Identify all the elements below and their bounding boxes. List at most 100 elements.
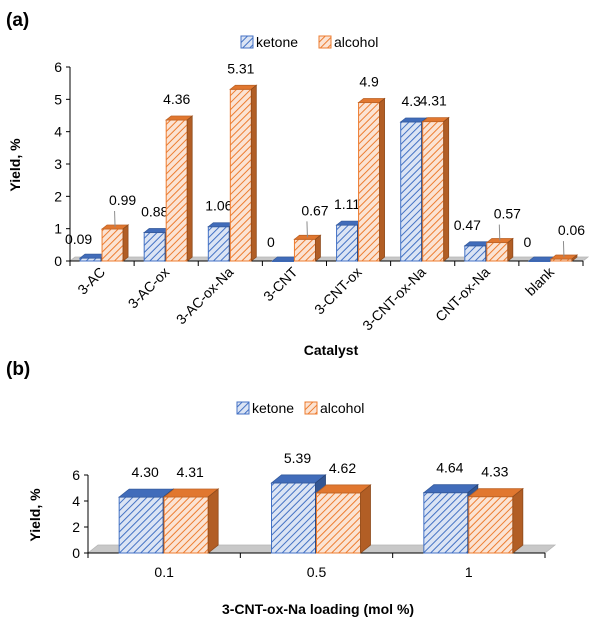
panel-a-bar-front-alcohol [229, 88, 252, 262]
panel-a-bar-side-alcohol [122, 224, 129, 262]
legend-a: ketone alcohol [240, 34, 378, 50]
panel-a-y-tick-label: 6 [54, 59, 62, 75]
panel-a-bar-side-alcohol [571, 254, 578, 262]
panel-a-y-tick-label: 4 [54, 124, 62, 140]
panel-a-bar-side-alcohol [250, 84, 257, 262]
panel-a-bar-alcohol [357, 97, 386, 262]
panel-a-category-label: 3-CNT [260, 264, 301, 305]
panel-b-plot: 0 2 4 6 0.1 4.30 4.31 0.5 5.39 4.62 1 4.64 4.33 [72, 450, 557, 580]
panel-a-bar-front-alcohol [165, 119, 188, 262]
panel-a-bar-alcohol [549, 254, 579, 262]
panel-b-x-axis-title: 3-CNT-ox-Na loading (mol %) [222, 601, 414, 617]
panel-b-y-tick-label: 2 [72, 519, 80, 535]
panel-a-bar-side-alcohol [315, 234, 321, 262]
panel-a-data-label-alcohol: 4.31 [420, 93, 447, 109]
panel-b-category-label: 0.5 [307, 564, 327, 580]
panel-b-data-label-alcohol: 4.31 [177, 464, 204, 480]
panel-b-data-label-ketone: 4.30 [132, 464, 159, 480]
panel-a-data-label-alcohol: 0.67 [301, 202, 328, 218]
panel-a-bar-side-alcohol [379, 97, 385, 262]
panel-a-bar-front-ketone [400, 121, 423, 262]
panel-a-data-label-alcohol: 5.31 [227, 60, 254, 76]
panel-a-bar-front-alcohol [101, 228, 124, 262]
panel-b-bar-side-alcohol [207, 488, 219, 554]
panel-b-data-label-alcohol: 4.33 [481, 464, 508, 480]
legend-a-alcohol-label: alcohol [334, 34, 378, 50]
panel-a-bar-alcohol [421, 116, 450, 262]
panel-a-bar-side-alcohol [443, 116, 450, 262]
panel-a-bar-alcohol [100, 224, 130, 262]
panel-a-data-label-ketone: 0.88 [141, 204, 168, 220]
panel-b-label: (b) [6, 359, 30, 380]
panel-b-bar-front-ketone [118, 496, 164, 554]
panel-a-plot: 0 1 2 3 4 5 6 3-AC 0.09 0.99 3-AC-ox 0.88 4.36 3-AC-o… [54, 59, 590, 334]
panel-a-y-tick-label: 0 [54, 253, 62, 269]
panel-a-category-label: 3-AC-ox-Na [173, 264, 237, 328]
panel-b-bar-side-alcohol [512, 487, 524, 554]
legend-b-ketone-label: ketone [252, 400, 294, 416]
panel-a-bar-side-alcohol [507, 237, 514, 262]
panel-b-y-tick-label: 4 [72, 493, 80, 509]
panel-b-data-label-ketone: 4.64 [436, 460, 463, 476]
panel-b-y-tick-label: 6 [72, 467, 80, 483]
panel-b-bar-ketone [118, 488, 175, 554]
panel-a-data-label-ketone: 4.3 [401, 93, 421, 109]
panel-a-data-label-alcohol: 4.36 [163, 91, 190, 107]
panel-a-bar-alcohol [293, 234, 322, 262]
panel-b-data-label-alcohol: 4.62 [329, 460, 356, 476]
legend-b-alcohol-swatch [304, 401, 318, 415]
panel-a-data-label-alcohol: 4.9 [359, 74, 379, 90]
legend-b: ketone alcohol [236, 400, 364, 416]
panel-a-data-label-leader [114, 210, 116, 228]
panel-b-y-tick-label: 0 [72, 545, 80, 561]
panel-b-bar-front-alcohol [468, 496, 514, 554]
panel-b-category-label: 1 [465, 564, 473, 580]
panel-a-bar-front-alcohol [486, 242, 509, 262]
panel-a-category-label: 3-CNT-ox-Na [359, 264, 429, 334]
panel-a-data-label-alcohol: 0.57 [494, 206, 521, 222]
panel-a-label: (a) [6, 10, 29, 31]
panel-a-data-label-ketone: 0 [267, 234, 275, 250]
panel-a-category-label: 3-AC-ox [125, 264, 173, 312]
panel-a-bar-front-alcohol [358, 102, 381, 262]
panel-a-data-label-alcohol: 0.99 [109, 192, 136, 208]
legend-b-ketone-swatch [236, 401, 250, 415]
panel-b-bar-front-ketone [423, 492, 469, 554]
panel-a-data-label-ketone: 0 [524, 234, 532, 250]
panel-a-bar-side-alcohol [186, 115, 193, 262]
panel-a-data-label-alcohol: 0.06 [558, 222, 585, 238]
panel-a-bar-front-ketone [143, 232, 166, 262]
panel-a-bar-front-ketone [79, 257, 102, 262]
panel-a-bar-front-alcohol [293, 238, 316, 262]
panel-a-y-tick-label: 5 [54, 91, 62, 107]
panel-a-bar-front-ketone [207, 226, 230, 262]
panel-a-data-label-ketone: 0.09 [65, 231, 92, 247]
panel-a-x-axis-title: Catalyst [304, 342, 359, 358]
panel-a-category-label: CNT-ox-Na [432, 264, 493, 325]
legend-a-alcohol-swatch [318, 35, 332, 49]
panel-b-bar-alcohol [163, 488, 220, 554]
panel-a-data-label-ketone: 0.47 [454, 217, 481, 233]
panel-a-bar-front-alcohol [422, 121, 445, 262]
panel-b-bar-front-ketone [271, 482, 316, 554]
panel-a-category-label: blank [522, 263, 558, 299]
panel-b-bar-alcohol [467, 487, 524, 554]
legend-a-ketone-swatch [240, 35, 254, 49]
panel-a-y-tick-label: 3 [54, 156, 62, 172]
panel-a-data-label-leader [562, 241, 565, 258]
legend-b-alcohol-label: alcohol [320, 400, 364, 416]
panel-a-bar-front-ketone [464, 245, 487, 262]
panel-b-bar-alcohol [315, 484, 372, 554]
panel-b-bar-front-alcohol [316, 492, 361, 554]
panel-a-data-label-leader [498, 224, 501, 241]
legend-a-ketone-label: ketone [256, 34, 298, 50]
panel-b-y-axis-title: Yield, % [27, 488, 43, 542]
panel-a-data-label-ketone: 1.11 [334, 196, 360, 212]
panel-a-data-label-leader [306, 221, 308, 238]
panel-a-bar-ketone [527, 256, 557, 262]
panel-a-category-label: 3-AC [74, 264, 108, 298]
panel-a-y-tick-label: 2 [54, 188, 62, 204]
panel-a-bar-alcohol [485, 237, 514, 262]
panel-b-bar-side-alcohol [360, 484, 371, 554]
